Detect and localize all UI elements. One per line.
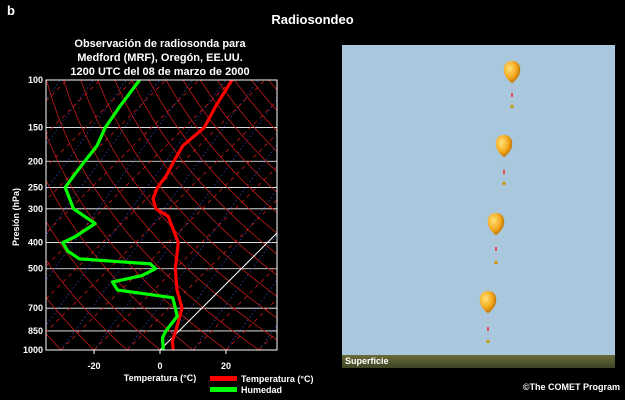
legend-item-temperature: Temperatura (°C): [210, 373, 313, 384]
legend-item-humidity: Humedad: [210, 384, 282, 395]
mixing-ratio-line: [159, 189, 277, 350]
mixing-ratio-line: [126, 144, 277, 350]
chart-title-line: Observación de radiosonda para: [74, 38, 246, 50]
dry-adiabat-line: [46, 296, 95, 350]
y-axis-label: Presión (hPa): [11, 188, 21, 246]
dry-adiabat-line: [165, 80, 277, 214]
chart-title-line: 1200 UTC del 08 de marzo de 2000: [70, 66, 250, 78]
x-axis-label: Temperatura (°C): [124, 373, 196, 383]
legend-swatch-temperature: [210, 376, 237, 381]
ground-strip: [342, 355, 615, 368]
page-title: Radiosondeo: [271, 12, 354, 27]
weather-balloon-icon: [479, 291, 497, 343]
y-tick-label: 400: [28, 238, 43, 248]
mixing-ratio-line: [46, 80, 226, 326]
copyright-credit: ©The COMET Program: [522, 382, 620, 392]
y-tick-label: 500: [28, 264, 43, 274]
dry-adiabat-line: [97, 80, 277, 297]
mixing-ratio-line: [93, 99, 277, 350]
weather-balloon-icon: [503, 61, 521, 108]
y-tick-label: 250: [28, 182, 43, 192]
x-tick-label: -20: [87, 361, 100, 371]
dry-adiabat-line: [114, 80, 277, 276]
dry-adiabat-line: [46, 259, 128, 350]
zero-isotherm: [159, 232, 277, 350]
legend-label-humidity: Humedad: [241, 384, 283, 395]
dry-adiabat-line: [46, 133, 227, 350]
y-tick-label: 100: [28, 75, 43, 85]
mixing-ratio-line: [60, 80, 259, 350]
y-tick-label: 700: [28, 303, 43, 313]
dry-adiabat-line: [182, 80, 277, 193]
dry-adiabat-line: [131, 80, 277, 255]
y-tick-label: 850: [28, 326, 43, 336]
x-tick-label: 20: [221, 361, 231, 371]
balloon-animation-panel: Superficie: [342, 45, 615, 368]
chart-title-line: Medford (MRF), Oregón, EE.UU.: [77, 52, 243, 64]
balloon-sequence: [479, 61, 521, 343]
chart-title: Observación de radiosonda para Medford (…: [40, 37, 280, 79]
x-tick-label: 0: [157, 361, 162, 371]
plot-frame: [45, 79, 278, 351]
surface-label: Superficie: [345, 356, 389, 366]
dry-adiabat-line: [46, 220, 161, 350]
weather-balloon-icon: [487, 213, 505, 264]
y-tick-label: 300: [28, 204, 43, 214]
panel-letter: b: [7, 3, 15, 18]
y-tick-label: 200: [28, 156, 43, 166]
weather-balloon-icon: [495, 135, 513, 185]
dry-adiabat-line: [46, 80, 260, 350]
dry-adiabat-line: [80, 80, 277, 319]
dry-adiabat-line: [148, 80, 277, 234]
legend-swatch-humidity: [210, 387, 237, 392]
temperature-profile-line: [151, 80, 234, 350]
y-tick-label: 1000: [23, 345, 43, 355]
dry-adiabat-line: [63, 80, 277, 341]
plot-area: [46, 80, 277, 350]
humidity-profile-line: [61, 80, 179, 350]
legend-label-temperature: Temperatura (°C): [241, 373, 314, 384]
y-tick-label: 150: [28, 123, 43, 133]
